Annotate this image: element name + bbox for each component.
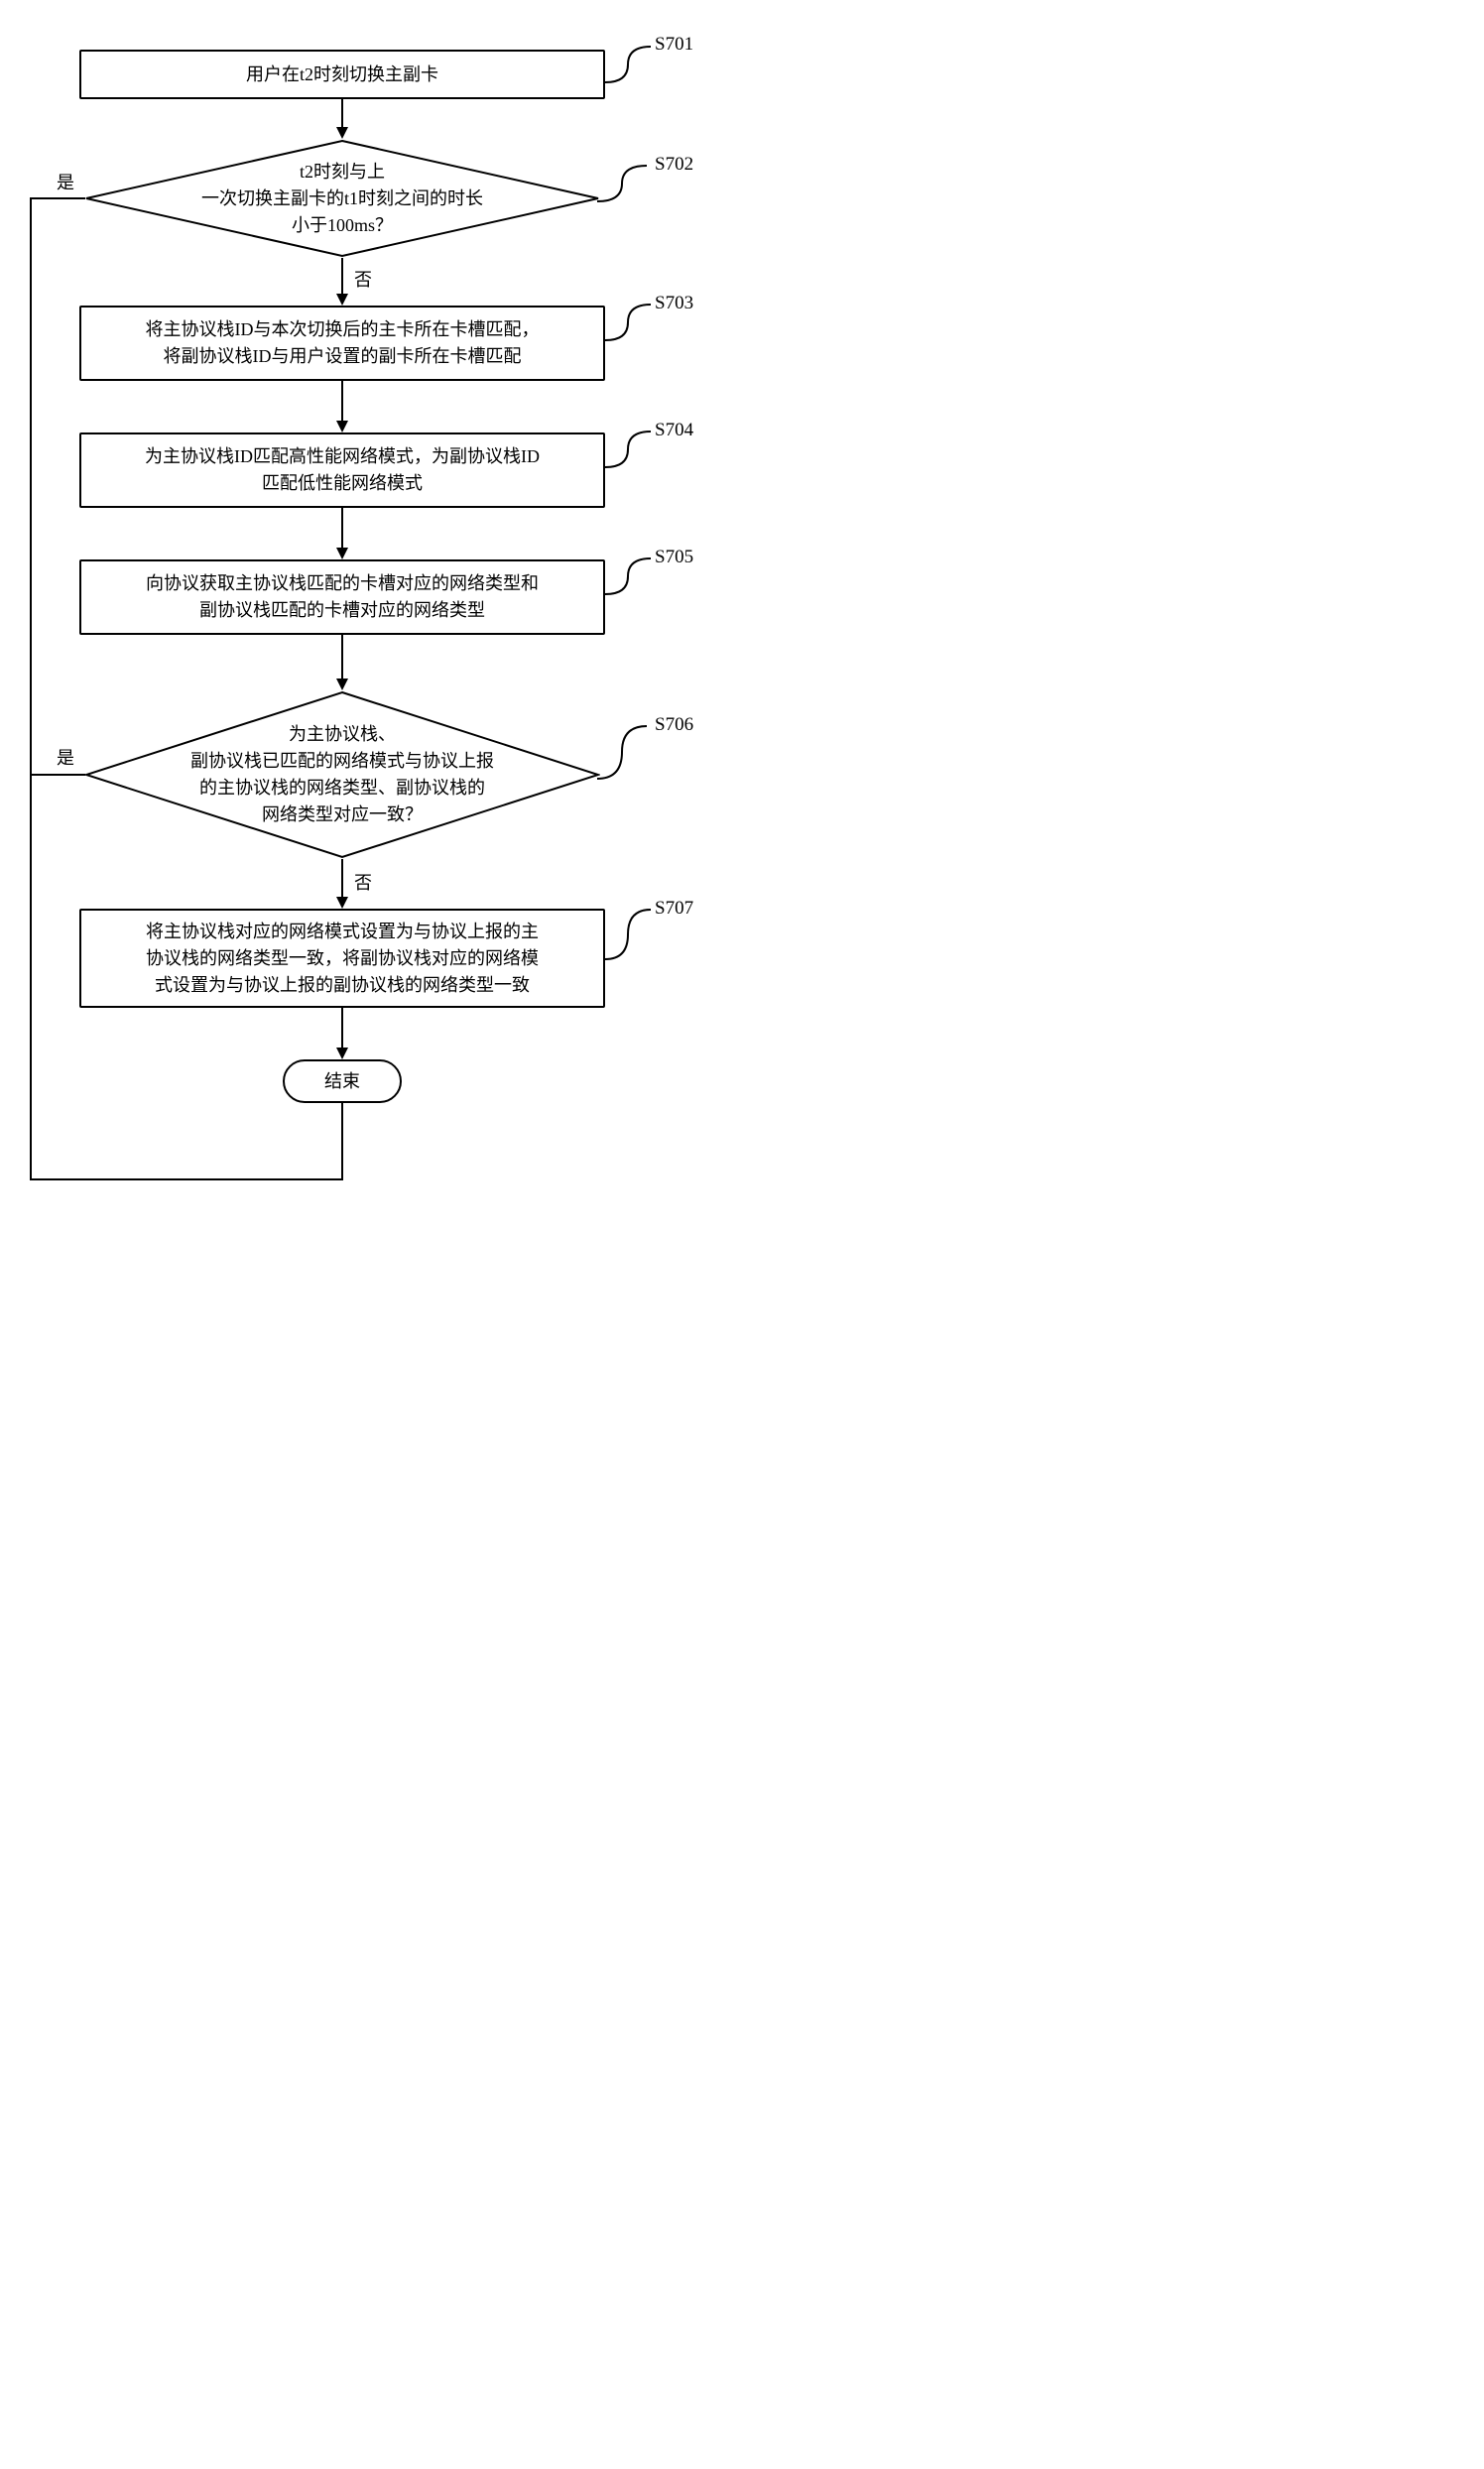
edge-s706-no: 否 xyxy=(352,869,374,895)
arrow-line xyxy=(30,197,32,1179)
arrow-head xyxy=(336,897,348,909)
label-s701: S701 xyxy=(655,34,693,56)
bracket-s706 xyxy=(595,714,650,794)
node-s706-text: 为主协议栈、 副协议栈已匹配的网络模式与协议上报 的主协议栈的网络类型、副协议栈… xyxy=(141,721,544,828)
label-s706: S706 xyxy=(655,714,693,736)
bracket-s701 xyxy=(603,35,653,94)
bracket-s704 xyxy=(603,420,653,479)
label-s702: S702 xyxy=(655,154,693,176)
node-s704-text: 为主协议栈ID匹配高性能网络模式，为副协议栈ID 匹配低性能网络模式 xyxy=(145,443,540,497)
arrow-line xyxy=(31,774,85,776)
arrow-line xyxy=(341,508,343,550)
arrow-line xyxy=(341,635,343,680)
edge-s702-yes: 是 xyxy=(55,169,76,194)
flowchart-container: 用户在t2时刻切换主副卡 S701 t2时刻与上 一次切换主副卡的t1时刻之间的… xyxy=(10,20,732,1250)
edge-s706-yes: 是 xyxy=(55,744,76,770)
node-s707-text: 将主协议栈对应的网络模式设置为与协议上报的主 协议栈的网络类型一致，将副协议栈对… xyxy=(146,919,539,999)
bracket-s707 xyxy=(603,898,653,972)
node-s706: 为主协议栈、 副协议栈已匹配的网络模式与协议上报 的主协议栈的网络类型、副协议栈… xyxy=(84,690,600,859)
node-end: 结束 xyxy=(283,1059,402,1103)
arrow-line xyxy=(341,1103,343,1180)
node-s705: 向协议获取主协议栈匹配的卡槽对应的网络类型和 副协议栈匹配的卡槽对应的网络类型 xyxy=(79,559,605,635)
arrow-line xyxy=(30,1178,343,1180)
node-s705-text: 向协议获取主协议栈匹配的卡槽对应的网络类型和 副协议栈匹配的卡槽对应的网络类型 xyxy=(146,570,539,624)
arrow-head xyxy=(336,294,348,306)
arrow-line xyxy=(341,381,343,423)
node-s704: 为主协议栈ID匹配高性能网络模式，为副协议栈ID 匹配低性能网络模式 xyxy=(79,432,605,508)
arrow-head xyxy=(336,679,348,690)
label-s707: S707 xyxy=(655,898,693,920)
arrow-head xyxy=(336,1048,348,1059)
node-s702: t2时刻与上 一次切换主副卡的t1时刻之间的时长 小于100ms？ xyxy=(84,139,600,258)
bracket-s703 xyxy=(603,293,653,352)
node-end-text: 结束 xyxy=(324,1068,360,1095)
label-s705: S705 xyxy=(655,547,693,568)
label-s703: S703 xyxy=(655,293,693,314)
bracket-s702 xyxy=(595,154,650,213)
arrow-line xyxy=(30,197,85,199)
node-s703-text: 将主协议栈ID与本次切换后的主卡所在卡槽匹配， 将副协议栈ID与用户设置的副卡所… xyxy=(146,316,540,370)
edge-s702-no: 否 xyxy=(352,266,374,292)
arrow-line xyxy=(341,859,343,899)
arrow-line xyxy=(341,99,343,129)
node-s701-text: 用户在t2时刻切换主副卡 xyxy=(246,62,438,88)
node-s703: 将主协议栈ID与本次切换后的主卡所在卡槽匹配， 将副协议栈ID与用户设置的副卡所… xyxy=(79,306,605,381)
label-s704: S704 xyxy=(655,420,693,441)
node-s707: 将主协议栈对应的网络模式设置为与协议上报的主 协议栈的网络类型一致，将副协议栈对… xyxy=(79,909,605,1008)
node-s701: 用户在t2时刻切换主副卡 xyxy=(79,50,605,99)
bracket-s705 xyxy=(603,547,653,606)
arrow-head xyxy=(336,548,348,559)
arrow-head xyxy=(336,127,348,139)
arrow-line xyxy=(341,1008,343,1049)
arrow-head xyxy=(336,421,348,432)
node-s702-text: t2时刻与上 一次切换主副卡的t1时刻之间的时长 小于100ms？ xyxy=(152,159,533,239)
arrow-line xyxy=(341,258,343,296)
